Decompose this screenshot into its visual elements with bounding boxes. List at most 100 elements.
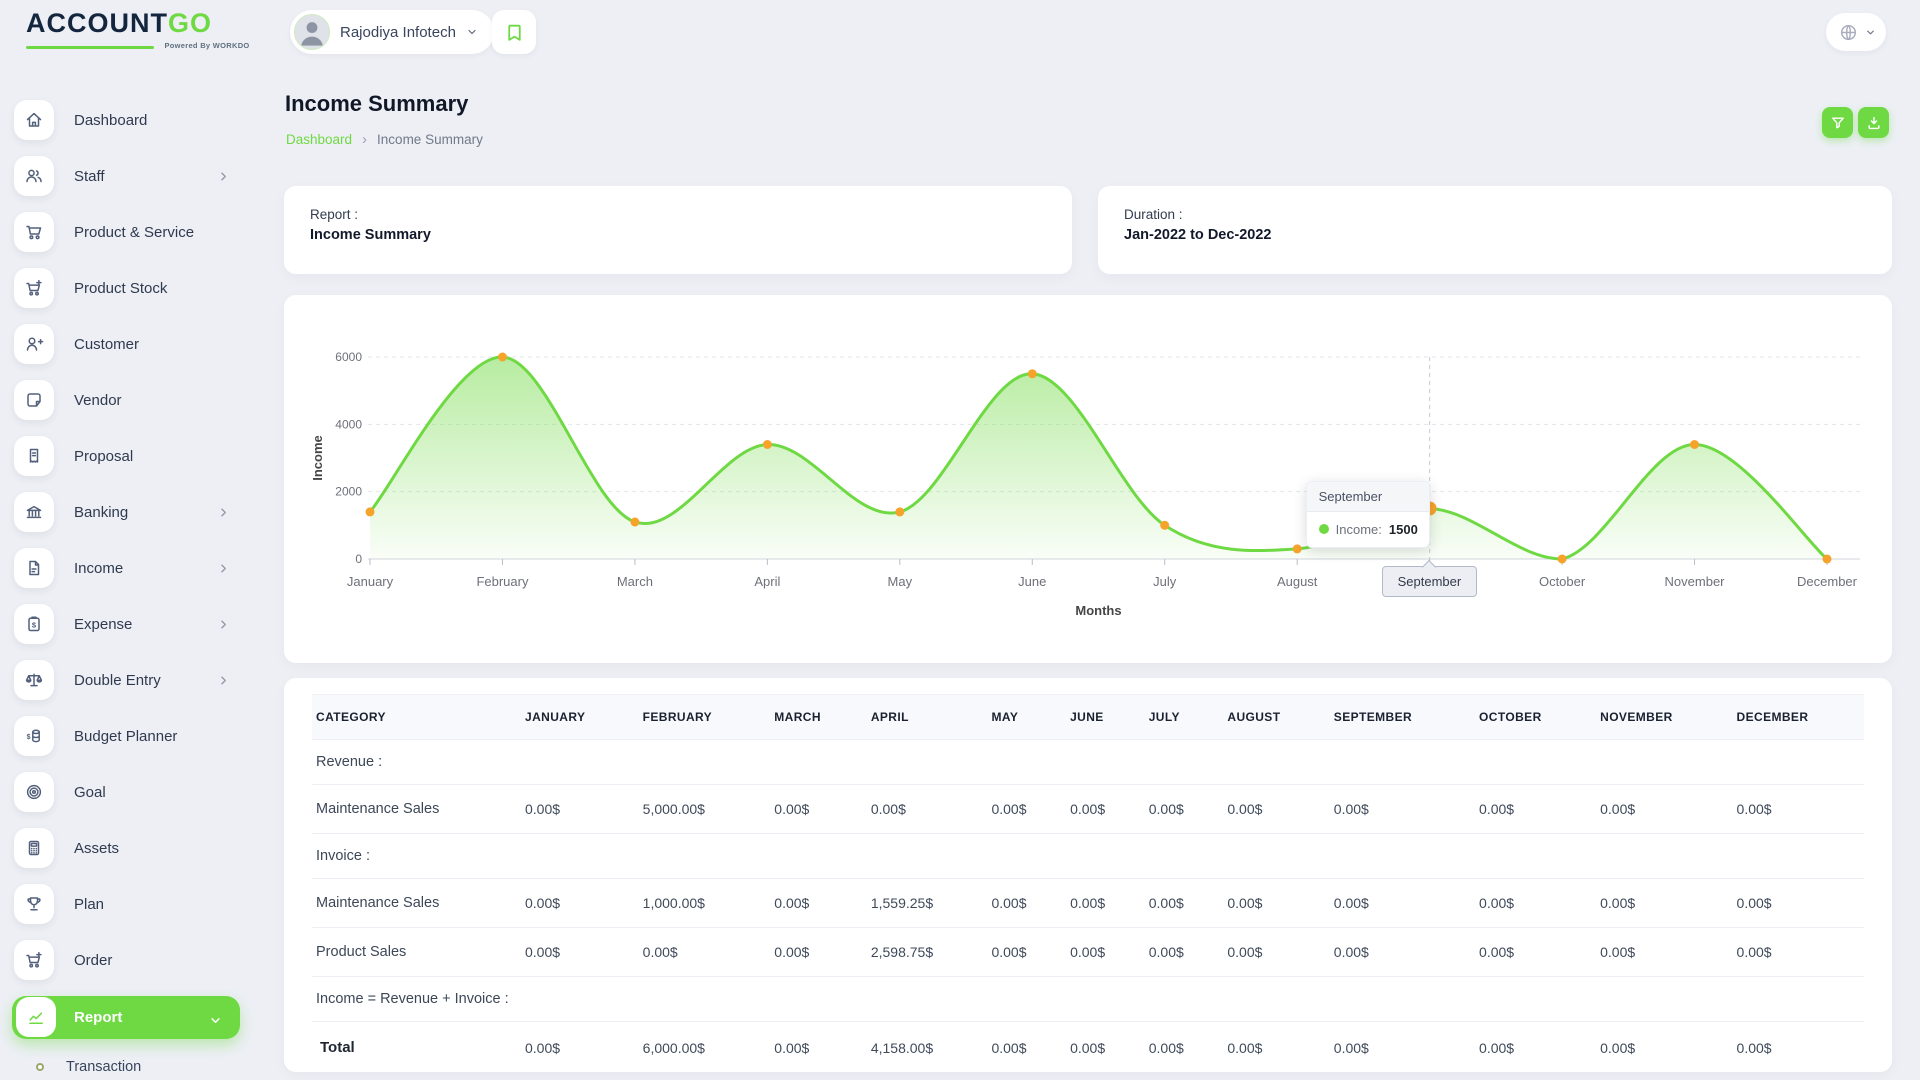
sidebar-item-label: Dashboard — [74, 111, 148, 129]
breadcrumb-current: Income Summary — [377, 132, 483, 147]
sidebar-item-label: Plan — [74, 895, 105, 913]
cell-value: 0.00$ — [1062, 1021, 1141, 1072]
section-row: Income = Revenue + Invoice : — [312, 976, 1864, 1022]
cart-plus-icon — [26, 951, 42, 968]
sidebar-item-double-entry[interactable]: Double Entry — [0, 660, 256, 700]
cell-value: 0.00$ — [766, 878, 863, 928]
cell-value: 0.00$ — [1592, 927, 1729, 977]
sidebar-item-expense[interactable]: $ Expense — [0, 604, 256, 644]
section-row: Invoice : — [312, 833, 1864, 879]
language-selector[interactable] — [1826, 13, 1886, 51]
bank-icon — [26, 505, 42, 519]
logo-underline — [26, 46, 154, 50]
cell-value: 0.00$ — [1325, 784, 1472, 834]
column-header-june: JUNE — [1062, 694, 1141, 740]
income-summary-table-card: CATEGORY JANUARY FEBRUARY MARCH APRIL MAY JUNE… — [284, 678, 1892, 1072]
duration-value: Jan-2022 to Dec-2022 — [1124, 227, 1272, 243]
clipboard-dollar-icon-chip: $ — [14, 604, 54, 644]
chevron-right-icon — [221, 564, 226, 573]
income-chart-svg[interactable]: 0 2000 4000 6000 January February March April Ma… — [284, 295, 1892, 663]
powered-by-label: Powered By WORKDO — [164, 41, 250, 51]
sidebar-item-product-stock[interactable]: Product Stock — [0, 268, 256, 308]
sidebar-item-staff[interactable]: Staff — [0, 156, 256, 196]
svg-text:$: $ — [27, 734, 31, 741]
report-value: Income Summary — [310, 227, 431, 243]
sidebar-item-vendor[interactable]: Vendor — [0, 380, 256, 420]
cell-value: 0.00$ — [1728, 1021, 1864, 1072]
cell-value: 0.00$ — [1592, 878, 1729, 928]
sidebar-item-income[interactable]: Income — [0, 548, 256, 588]
svg-text:June: June — [1018, 574, 1046, 589]
download-button[interactable] — [1858, 107, 1889, 138]
cart-plus-icon — [26, 279, 42, 296]
file-icon — [29, 560, 40, 576]
column-header-december: DECEMBER — [1728, 694, 1864, 740]
users-icon — [26, 169, 42, 183]
brand-name-accent: GO — [168, 8, 213, 38]
sidebar-nav: Dashboard Staff Product & Service Product S… — [0, 64, 256, 1080]
sidebar-item-proposal[interactable]: Proposal — [0, 436, 256, 476]
cell-value: 6,000.00$ — [634, 1021, 767, 1072]
svg-text:December: December — [1797, 574, 1858, 589]
svg-text:$: $ — [32, 620, 37, 629]
section-row: Revenue : — [312, 739, 1864, 785]
sidebar-item-report[interactable]: Report — [12, 996, 240, 1039]
duration-label: Duration : — [1124, 207, 1183, 222]
svg-text:November: November — [1665, 574, 1726, 589]
cell-value: 1,000.00$ — [634, 878, 767, 928]
sidebar-item-plan[interactable]: Plan — [0, 884, 256, 924]
sidebar-item-customer[interactable]: Customer — [0, 324, 256, 364]
topbar: ACCOUNTGO Powered By WORKDO Rajodiya Inf… — [0, 0, 1920, 64]
income-summary-table: CATEGORY JANUARY FEBRUARY MARCH APRIL MAY JUNE… — [312, 694, 1864, 1072]
breadcrumb: Dashboard › Income Summary — [286, 131, 483, 148]
coins-icon: $ — [27, 729, 40, 743]
column-header-category: CATEGORY — [312, 694, 517, 740]
chevron-right-icon — [221, 676, 226, 685]
person-icon — [301, 22, 323, 46]
breadcrumb-separator: › — [362, 131, 368, 148]
cell-value: 0.00$ — [1592, 1021, 1729, 1072]
scales-icon-chip — [14, 660, 54, 700]
table-header-row: CATEGORY JANUARY FEBRUARY MARCH APRIL MAY JUNE… — [312, 694, 1864, 740]
sidebar-item-goal[interactable]: Goal — [0, 772, 256, 812]
receipt-icon — [29, 448, 39, 463]
row-label: Total — [312, 1021, 517, 1072]
note-icon — [27, 393, 41, 407]
cell-value: 0.00$ — [1325, 927, 1472, 977]
sidebar-item-dashboard[interactable]: Dashboard — [0, 100, 256, 140]
brand-name: ACCOUNT — [26, 8, 168, 38]
cell-value: 0.00$ — [1062, 784, 1141, 834]
column-header-november: NOVEMBER — [1592, 694, 1729, 740]
svg-text:April: April — [754, 574, 780, 589]
cell-value: 0.00$ — [1728, 878, 1864, 928]
cell-value: 0.00$ — [1728, 784, 1864, 834]
svg-text:2000: 2000 — [335, 485, 362, 499]
chevron-right-icon — [221, 508, 226, 517]
sidebar-item-budget-planner[interactable]: $ Budget Planner — [0, 716, 256, 756]
target-icon — [26, 784, 42, 800]
cell-value: 0.00$ — [1471, 927, 1593, 977]
filter-button[interactable] — [1822, 107, 1853, 138]
report-label: Report : — [310, 207, 359, 222]
cell-value: 0.00$ — [766, 784, 863, 834]
company-switcher[interactable]: Rajodiya Infotech — [290, 10, 494, 54]
breadcrumb-dashboard-link[interactable]: Dashboard — [286, 132, 353, 147]
sidebar-item-banking[interactable]: Banking — [0, 492, 256, 532]
sidebar-item-order[interactable]: Order — [0, 940, 256, 980]
column-header-may: MAY — [983, 694, 1063, 740]
column-header-april: APRIL — [862, 694, 984, 740]
sidebar-subitem-transaction[interactable]: Transaction — [0, 1055, 256, 1080]
brand-logo[interactable]: ACCOUNTGO Powered By WORKDO — [26, 10, 250, 55]
cell-value: 0.00$ — [1325, 878, 1472, 928]
sidebar-item-label: Vendor — [74, 391, 122, 409]
section-label: Income = Revenue + Invoice : — [312, 976, 1864, 1022]
report-info-card: Report : Income Summary — [284, 186, 1072, 274]
cart-icon-chip — [14, 212, 54, 252]
sidebar-item-assets[interactable]: Assets — [0, 828, 256, 868]
bookmark-button[interactable] — [492, 10, 536, 54]
sidebar-item-label: Order — [74, 951, 113, 969]
sidebar-item-product-service[interactable]: Product & Service — [0, 212, 256, 252]
income-chart-card: 0 2000 4000 6000 January February March April Ma… — [284, 295, 1892, 663]
cell-value: 0.00$ — [517, 784, 635, 834]
sidebar-item-label: Staff — [74, 167, 105, 185]
